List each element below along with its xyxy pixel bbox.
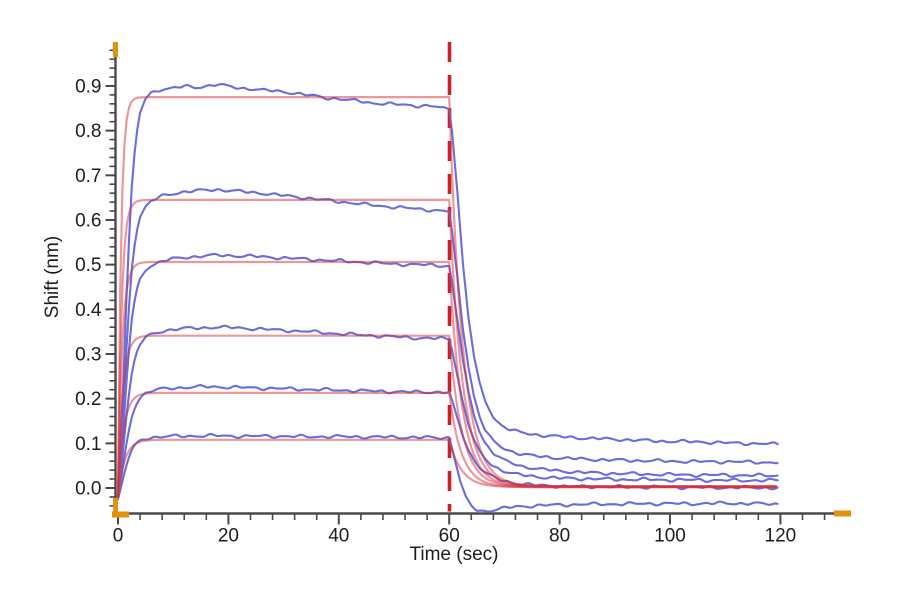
y-tick-label: 0.5 bbox=[75, 255, 101, 276]
fit-trace-trace-2 bbox=[116, 198, 778, 498]
data-trace-trace-3 bbox=[116, 252, 779, 498]
y-tick-label: 0.1 bbox=[75, 434, 101, 455]
x-axis-left-marker bbox=[112, 511, 129, 518]
x-tick-label: 120 bbox=[765, 526, 797, 547]
fit-trace-trace-4 bbox=[116, 334, 778, 498]
y-tick-label: 0.7 bbox=[75, 166, 101, 187]
fit-trace-trace-5 bbox=[116, 391, 778, 498]
x-tick-label: 0 bbox=[113, 526, 124, 547]
axis-marker-layer bbox=[112, 42, 851, 518]
x-tick-label: 40 bbox=[328, 526, 349, 547]
x-axis-right-marker bbox=[834, 510, 851, 517]
fit-trace-trace-6-lowest bbox=[116, 438, 778, 498]
x-tick-label: 100 bbox=[654, 526, 686, 547]
data-trace-trace-6-lowest bbox=[116, 433, 779, 513]
y-axis-top-marker bbox=[113, 42, 118, 57]
y-tick-label: 0.0 bbox=[75, 479, 101, 500]
y-tick-label: 0.9 bbox=[75, 76, 101, 97]
y-axis-title: Shift (nm) bbox=[42, 236, 63, 318]
y-axis-bottom-marker bbox=[113, 498, 118, 513]
x-axis-title: Time (sec) bbox=[409, 544, 498, 565]
series-layer bbox=[116, 83, 779, 513]
y-tick-label: 0.8 bbox=[75, 121, 101, 142]
data-trace-trace-1-highest bbox=[116, 83, 779, 498]
axes-layer: 0.0 0.1 0.2 0.3 0.4 0.5 0.6 0.7 0.8 0.9 0 20 40 60 80 1… bbox=[75, 42, 845, 547]
y-tick-label: 0.2 bbox=[75, 389, 101, 410]
data-trace-trace-4 bbox=[116, 324, 779, 498]
y-tick-label: 0.6 bbox=[75, 210, 101, 231]
y-tick-label: 0.3 bbox=[75, 344, 101, 365]
x-tick-label: 20 bbox=[218, 526, 239, 547]
x-tick-label: 60 bbox=[439, 526, 460, 547]
x-tick-label: 80 bbox=[549, 526, 570, 547]
y-tick-label: 0.4 bbox=[75, 300, 102, 321]
data-trace-trace-2 bbox=[116, 188, 779, 498]
